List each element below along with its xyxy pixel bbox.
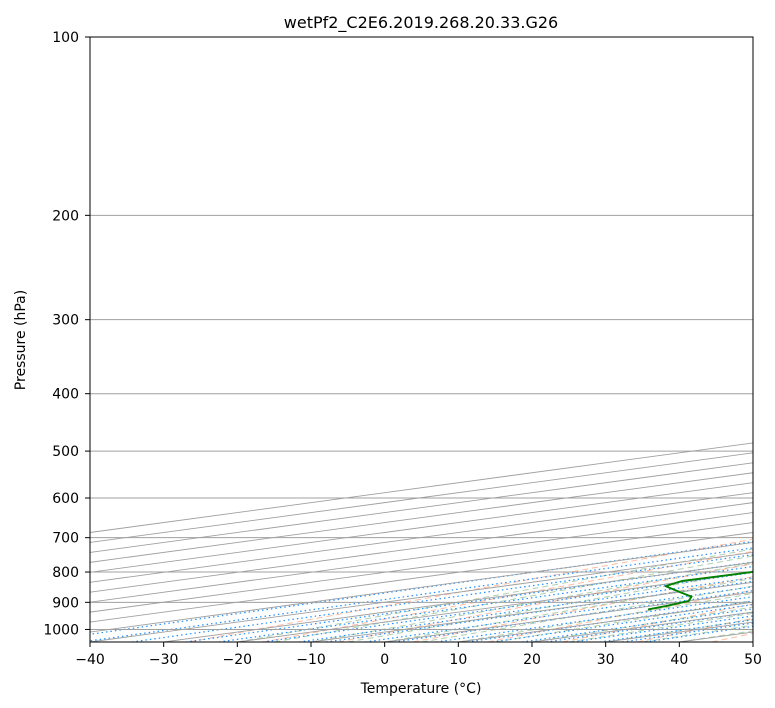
- mixing-ratio-line: [299, 577, 753, 642]
- dry-adiabat-line: [338, 563, 753, 642]
- grid-lines: [90, 37, 753, 642]
- mixing-ratio-line: [262, 571, 753, 642]
- y-tick-label: 200: [52, 208, 79, 224]
- chart-title: wetPf2_C2E6.2019.268.20.33.G26: [284, 13, 558, 33]
- x-tick-label: 30: [597, 652, 615, 668]
- mixing-ratio-line: [365, 586, 753, 642]
- x-tick-label: −30: [149, 652, 179, 668]
- x-tick-label: 0: [380, 652, 389, 668]
- x-tick-label: −40: [75, 652, 105, 668]
- mixing-ratio-line: [326, 580, 753, 642]
- x-tick-label: −10: [296, 652, 326, 668]
- y-tick-label: 500: [52, 444, 79, 460]
- x-tick-label: −20: [223, 652, 253, 668]
- moist-adiabat-line: [347, 570, 753, 642]
- isotherm-line: [90, 472, 753, 563]
- y-tick-label: 1000: [43, 622, 79, 638]
- y-tick-label: 600: [52, 491, 79, 507]
- dry-adiabat-line: [188, 538, 753, 642]
- y-axis-title: Pressure (hPa): [13, 290, 29, 390]
- x-tick-label: 10: [449, 652, 467, 668]
- y-tick-label: 400: [52, 387, 79, 403]
- plot-frame: [89, 36, 754, 643]
- moist-adiabat-line: [421, 585, 753, 642]
- x-tick-label: 20: [523, 652, 541, 668]
- isotherm-line: [90, 522, 753, 613]
- isotherm-line: [90, 512, 753, 603]
- y-tick-label: 900: [52, 595, 79, 611]
- mixing-ratio-line: [218, 565, 753, 642]
- x-axis-title: Temperature (°C): [360, 681, 482, 697]
- mixing-ratio-line: [90, 547, 753, 642]
- isotherm-line: [90, 532, 753, 623]
- x-tick-label: 50: [744, 652, 762, 668]
- isotherm-line: [90, 452, 753, 543]
- y-tick-label: 100: [52, 30, 79, 46]
- axis-ticks: −40 −30 −20 −10 0 10 20 30 40 50 100 200 300 400 500 60…: [43, 30, 762, 668]
- isotherm-line: [90, 462, 753, 553]
- isotherm-line: [90, 482, 753, 573]
- dry-adiabat-line: [412, 576, 753, 642]
- y-tick-label: 700: [52, 531, 79, 547]
- y-tick-label: 800: [52, 565, 79, 581]
- isotherm-line: [90, 492, 753, 583]
- y-tick-label: 300: [52, 313, 79, 329]
- isotherm-line: [90, 502, 753, 593]
- x-tick-label: 40: [670, 652, 688, 668]
